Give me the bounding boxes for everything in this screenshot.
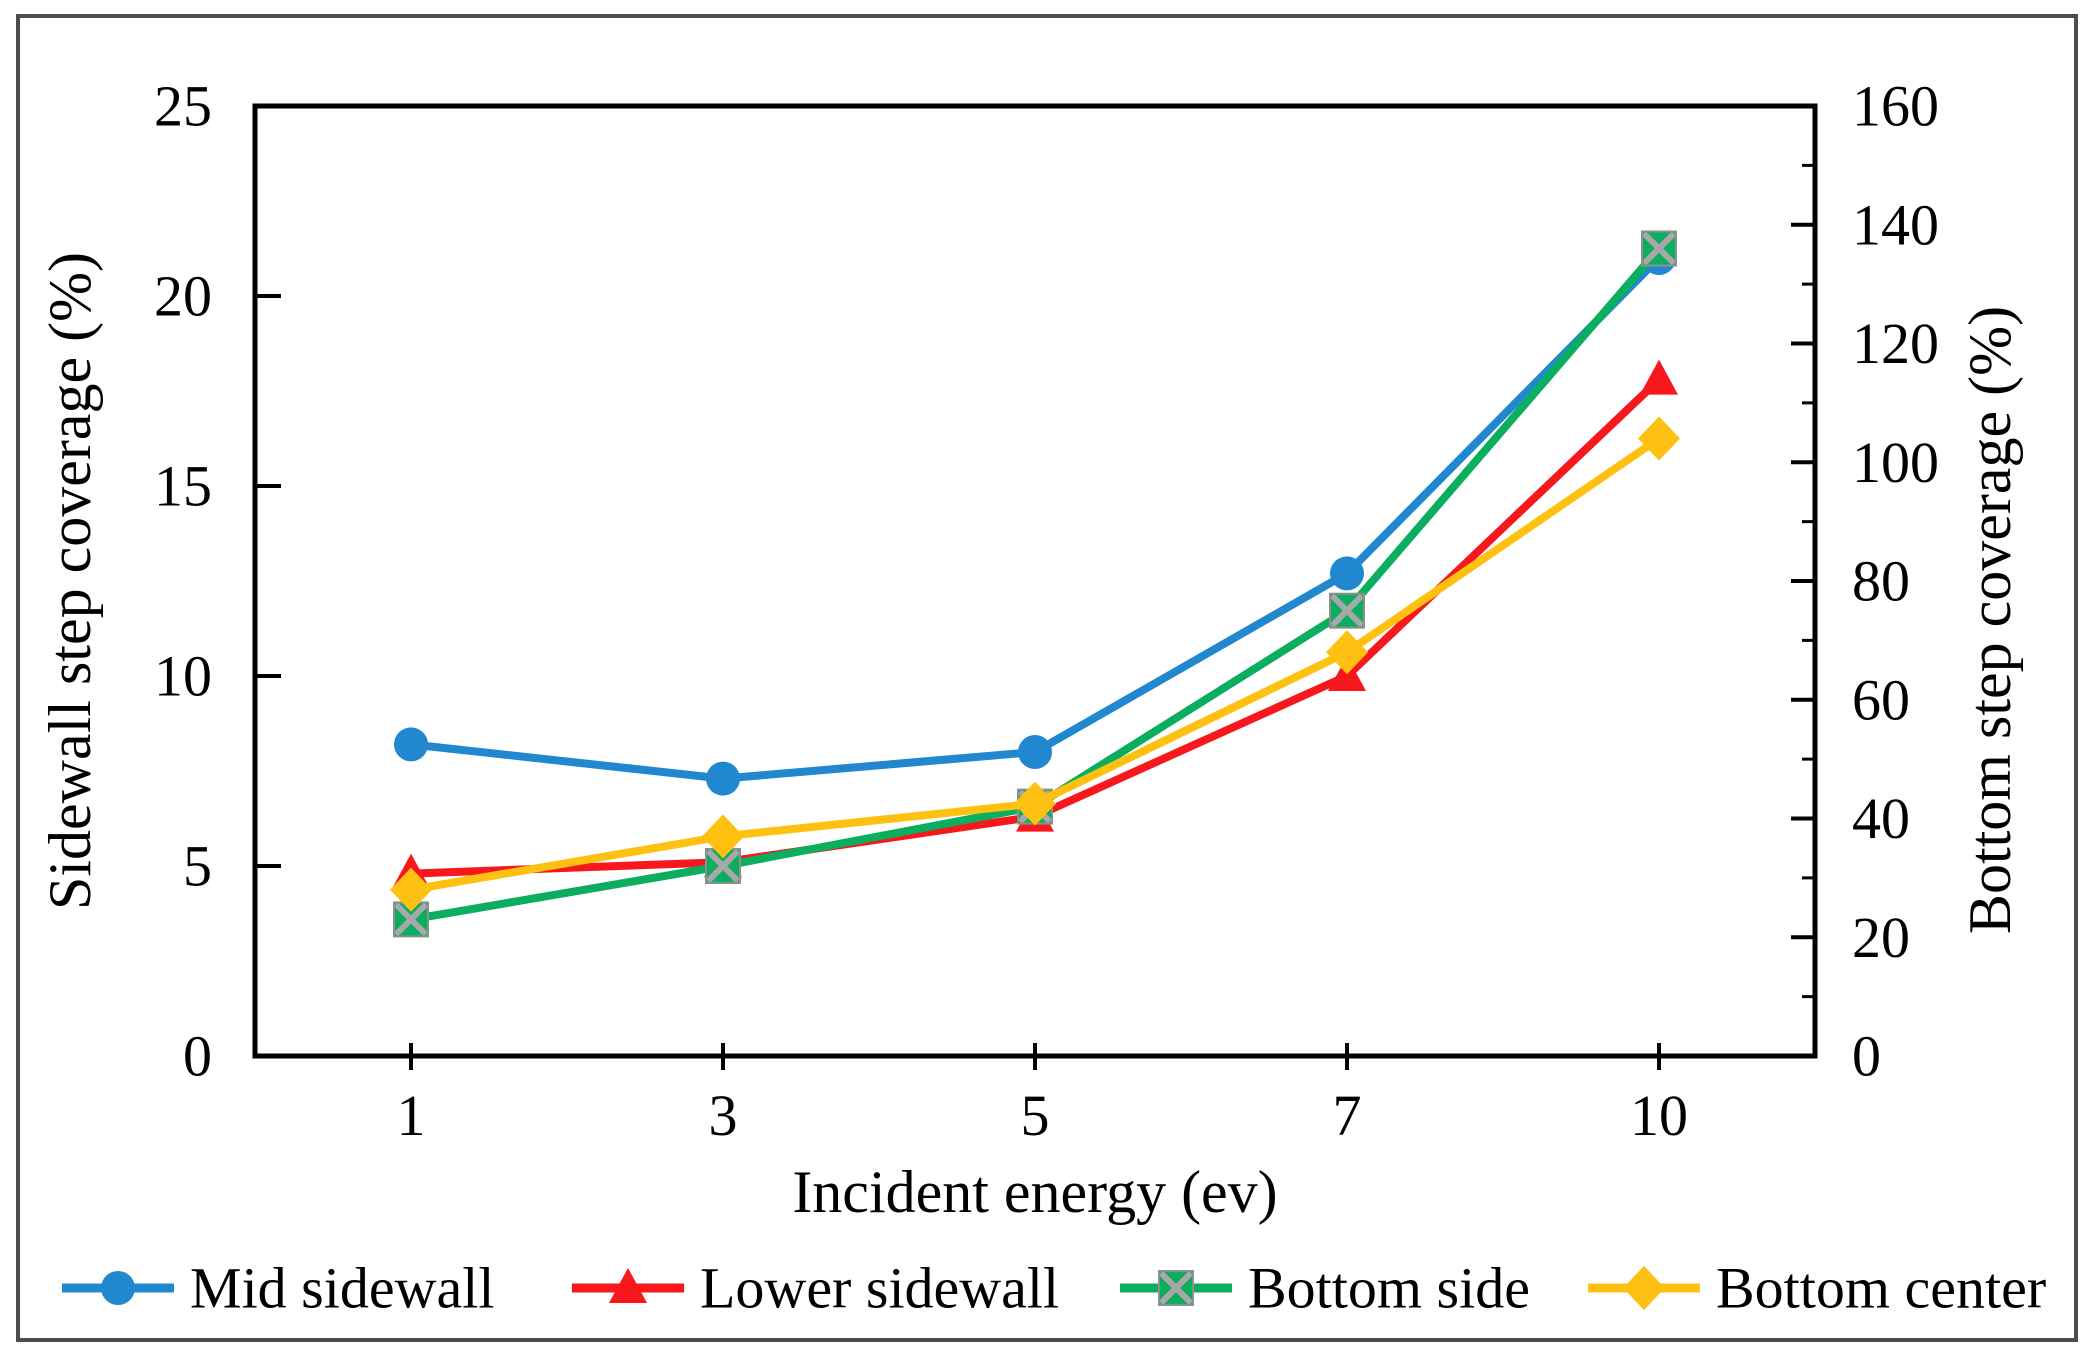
series-line-mid-sidewall <box>407 254 1663 783</box>
y-right-tick-label: 60 <box>1852 667 1910 732</box>
series-marker-bottom-side-1-x2 <box>707 850 739 882</box>
legend-label-lower-sidewall: Lower sidewall <box>700 1256 1059 1321</box>
x-tick-label: 1 <box>397 1083 426 1148</box>
x-tick-label: 3 <box>709 1083 738 1148</box>
series-marker-mid-sidewall-0 <box>394 727 428 762</box>
y-left-tick-label: 20 <box>154 264 212 329</box>
y-right-tick-label: 40 <box>1852 786 1910 851</box>
x-tick-label: 5 <box>1021 1083 1050 1148</box>
y-right-tick-label: 80 <box>1852 549 1910 614</box>
y-left-tick-label: 10 <box>154 644 212 709</box>
y-left-axis-title: Sidewall step coverage (%) <box>37 252 103 910</box>
series-marker-bottom-center-4 <box>1638 416 1680 461</box>
series-marker-bottom-center-2 <box>1014 781 1056 826</box>
x-axis-title: Incident energy (ev) <box>792 1159 1277 1225</box>
legend-label-bottom-side: Bottom side <box>1248 1256 1530 1321</box>
y-left-tick-label: 0 <box>183 1024 212 1089</box>
y-right-tick-label: 120 <box>1852 311 1939 376</box>
y-left-tick-label: 5 <box>183 834 212 899</box>
y-right-axis-title: Bottom step coverage (%) <box>1957 306 2023 934</box>
y-left-tick-label: 25 <box>154 74 212 139</box>
legend-marker-lower-sidewall <box>609 1268 647 1303</box>
series-marker-bottom-center-3 <box>1326 630 1368 675</box>
series-marker-lower-sidewall-4 <box>1640 359 1678 395</box>
series-marker-bottom-side-4-x2 <box>1643 232 1675 265</box>
legend-label-mid-sidewall: Mid sidewall <box>190 1256 494 1321</box>
series-marker-bottom-center-0 <box>390 867 432 912</box>
legend-marker-bottom-side-x2 <box>1160 1272 1192 1304</box>
series-marker-mid-sidewall-3 <box>1330 556 1364 591</box>
legend-marker-bottom-center <box>1623 1266 1665 1310</box>
x-tick-label: 10 <box>1630 1083 1688 1148</box>
legend-label-bottom-center: Bottom center <box>1716 1256 2046 1321</box>
series-marker-bottom-side-3-x2 <box>1331 594 1363 627</box>
y-right-tick-label: 100 <box>1852 430 1939 495</box>
y-right-tick-label: 0 <box>1852 1024 1881 1089</box>
y-right-tick-label: 20 <box>1852 905 1910 970</box>
x-tick-label: 7 <box>1333 1083 1362 1148</box>
series-marker-bottom-center-1 <box>702 814 744 859</box>
y-right-tick-label: 160 <box>1852 74 1939 139</box>
y-right-tick-label: 140 <box>1852 192 1939 257</box>
legend-marker-mid-sidewall <box>101 1271 135 1305</box>
series-marker-mid-sidewall-2 <box>1018 735 1052 769</box>
series-marker-bottom-side-0-x2 <box>395 903 427 936</box>
y-left-tick-label: 15 <box>154 454 212 519</box>
series-marker-mid-sidewall-1 <box>706 761 740 796</box>
plot-frame <box>252 103 1818 1059</box>
